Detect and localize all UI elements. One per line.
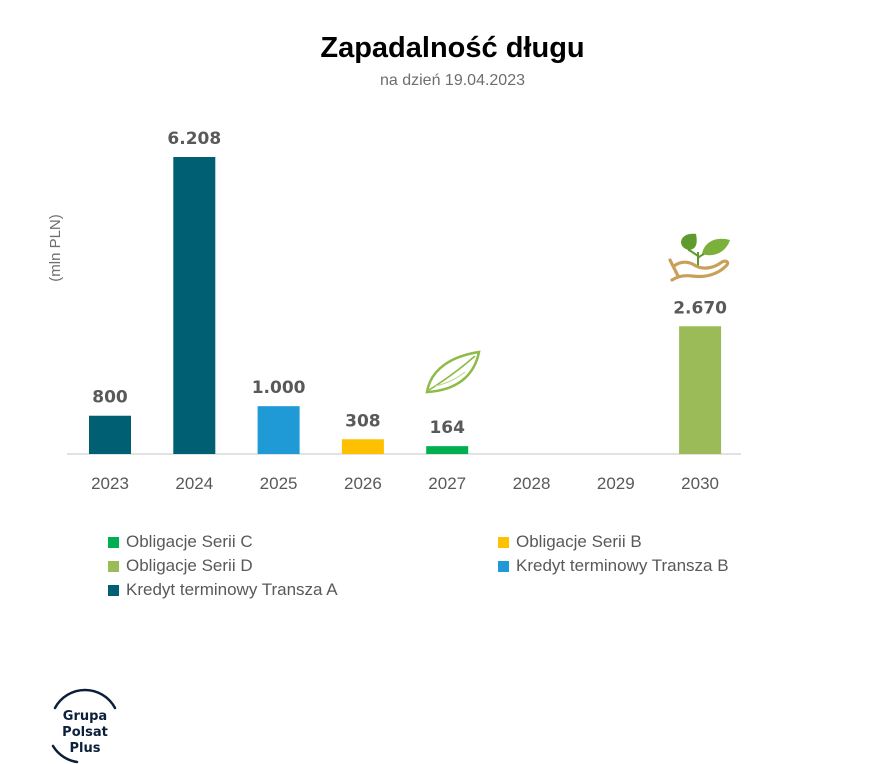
legend-swatch [108,584,119,596]
legend-swatch [108,536,119,548]
logo-text-line1: Grupa [63,709,107,724]
data-label-2030: 2.670 [673,298,727,318]
company-logo: Grupa Polsat Plus [51,688,117,764]
x-tick-2024: 2024 [175,474,213,493]
x-tick-2025: 2025 [260,474,298,493]
x-tick-2030: 2030 [681,474,719,493]
data-label-2025: 1.000 [252,378,306,398]
chart-subtitle: na dzień 19.04.2023 [379,72,525,89]
legend-swatch [498,560,509,572]
x-tick-2027: 2027 [428,474,466,493]
legend-label: Obligacje Serii B [516,532,642,551]
y-axis-label: (mln PLN) [47,214,64,282]
x-tick-2026: 2026 [344,474,382,493]
bar-2026 [341,439,384,454]
bar-2025 [257,406,300,454]
logo-text-line2: Polsat [62,725,108,740]
x-tick-2023: 2023 [91,474,129,493]
legend-item-obligacje-serii-b: Obligacje Serii B [498,532,788,552]
leaf-icon [425,350,481,394]
bar-2023 [89,415,131,454]
legend-label: Kredyt terminowy Transza A [126,580,338,599]
data-label-2024: 6.208 [167,129,221,149]
data-label-2027: 164 [429,418,465,438]
legend-label: Kredyt terminowy Transza B [516,556,729,575]
bar-2024 [173,157,216,454]
bar-chart: (mln PLN) 2023 2024 2025 2026 2027 2028 2029 20… [47,129,741,493]
chart-title: Zapadalność długu [320,32,585,64]
legend-swatch [108,560,119,572]
x-tick-2029: 2029 [597,474,635,493]
legend-item-kredyt-transza-b: Kredyt terminowy Transza B [498,556,788,576]
legend-label: Obligacje Serii C [126,532,253,551]
x-tick-2028: 2028 [513,474,551,493]
plant-in-hand-icon [668,233,730,282]
data-label-2023: 800 [92,388,128,408]
logo-text-line3: Plus [70,741,101,756]
legend: Obligacje Serii C Obligacje Serii B Obli… [108,532,788,600]
bar-2030 [679,326,722,454]
legend-item-obligacje-serii-d: Obligacje Serii D [108,556,498,576]
legend-label: Obligacje Serii D [126,556,253,575]
legend-item-kredyt-transza-a: Kredyt terminowy Transza A [108,580,498,600]
legend-swatch [498,536,509,548]
data-label-2026: 308 [345,411,381,431]
legend-item-obligacje-serii-c: Obligacje Serii C [108,532,498,552]
bar-2027 [426,446,469,454]
